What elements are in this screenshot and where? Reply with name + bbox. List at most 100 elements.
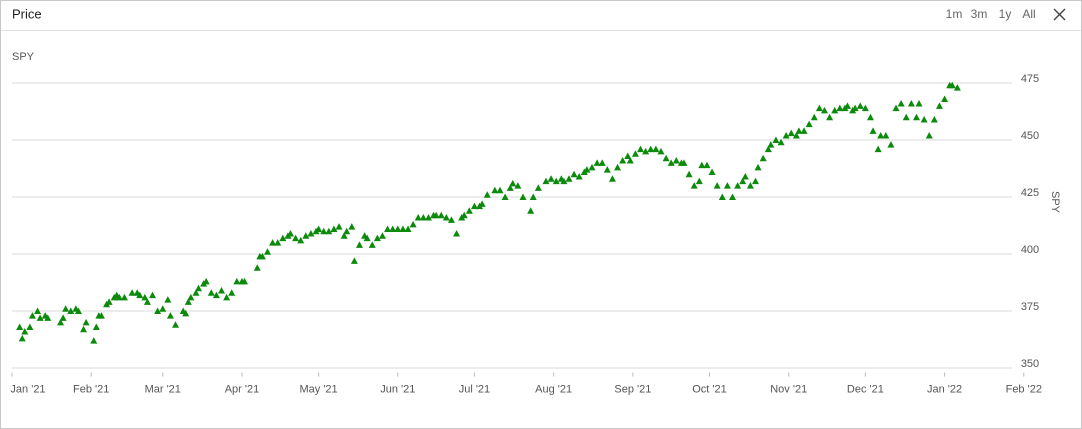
data-point	[657, 147, 665, 155]
data-point	[465, 207, 473, 214]
data-point	[432, 211, 440, 219]
data-point	[483, 191, 491, 198]
data-point	[877, 131, 885, 139]
data-point	[882, 131, 890, 139]
data-point	[59, 314, 67, 321]
data-point	[149, 291, 157, 299]
data-point	[501, 193, 509, 201]
data-point	[752, 177, 760, 185]
data-point	[667, 159, 675, 166]
data-point	[542, 177, 550, 185]
data-point	[172, 321, 180, 328]
range-button[interactable]: All	[1022, 7, 1035, 21]
range-button[interactable]: 3m	[971, 7, 988, 21]
data-point	[614, 163, 622, 171]
range-button[interactable]: 1y	[999, 7, 1012, 21]
data-point	[424, 214, 432, 221]
data-point	[690, 182, 698, 189]
data-point	[741, 173, 749, 180]
data-point	[120, 293, 128, 301]
data-point	[302, 232, 310, 239]
data-point	[920, 116, 928, 123]
data-point	[143, 298, 151, 305]
data-point	[695, 177, 703, 185]
data-point	[565, 175, 573, 182]
data-point	[442, 214, 450, 221]
data-point	[182, 309, 190, 317]
data-point	[384, 225, 392, 232]
data-point	[286, 230, 294, 237]
data-point	[34, 307, 42, 315]
data-point	[631, 150, 639, 157]
data-point	[764, 145, 772, 153]
data-point	[509, 179, 517, 187]
data-point	[491, 186, 499, 194]
data-point	[642, 147, 650, 155]
data-point	[912, 113, 920, 121]
data-point	[598, 159, 606, 166]
data-point	[925, 131, 933, 139]
data-point	[570, 170, 578, 178]
x-tick-label: Apr '21	[225, 384, 260, 396]
data-point	[734, 182, 742, 189]
data-point	[739, 177, 747, 185]
data-point	[713, 182, 721, 189]
data-point	[92, 323, 100, 330]
data-point	[394, 225, 402, 232]
data-point	[583, 166, 591, 173]
y-tick-label: 425	[1021, 187, 1039, 199]
data-point	[746, 182, 754, 189]
data-point	[437, 211, 445, 219]
data-point	[652, 145, 660, 153]
data-point	[800, 127, 808, 134]
data-point	[228, 289, 236, 296]
data-point	[902, 113, 910, 121]
data-point	[619, 157, 627, 164]
data-point	[703, 161, 711, 169]
data-point	[892, 104, 900, 112]
data-point	[519, 193, 527, 201]
data-point	[547, 175, 555, 182]
data-point	[258, 252, 266, 260]
data-point	[80, 325, 88, 333]
data-point	[953, 84, 961, 91]
data-point	[297, 236, 305, 244]
data-point	[269, 239, 277, 246]
data-point	[805, 120, 813, 128]
data-point	[253, 264, 261, 271]
data-point	[754, 163, 762, 171]
x-tick-label: Oct '21	[692, 384, 727, 396]
data-point	[637, 145, 645, 153]
data-point	[478, 200, 486, 207]
x-tick-label: Jan '22	[927, 384, 962, 396]
data-point	[141, 293, 149, 301]
data-point	[861, 104, 869, 112]
y-tick-label: 450	[1021, 130, 1039, 142]
data-point	[44, 314, 52, 321]
data-point	[320, 227, 328, 235]
range-button[interactable]: 1m	[946, 7, 963, 21]
data-point	[723, 182, 731, 189]
data-point	[409, 220, 417, 228]
data-point	[552, 177, 560, 185]
data-point	[184, 298, 192, 305]
data-point	[57, 318, 65, 326]
data-point	[887, 141, 895, 148]
data-point	[759, 154, 767, 162]
data-point	[767, 141, 775, 148]
data-point	[647, 145, 655, 153]
data-point	[26, 323, 34, 330]
data-point	[18, 334, 26, 342]
data-point	[154, 307, 162, 315]
plot-area: 350 375 400 425 450 475 Jan '21 Feb '21 Mar '21 A…	[10, 73, 1042, 396]
data-point	[279, 234, 287, 242]
x-tick-label: Mar '21	[145, 384, 181, 396]
data-point	[527, 207, 535, 214]
data-point	[195, 284, 203, 292]
data-point	[907, 100, 915, 107]
data-point	[343, 227, 351, 235]
close-button[interactable]	[1053, 8, 1066, 21]
data-point	[90, 337, 98, 344]
